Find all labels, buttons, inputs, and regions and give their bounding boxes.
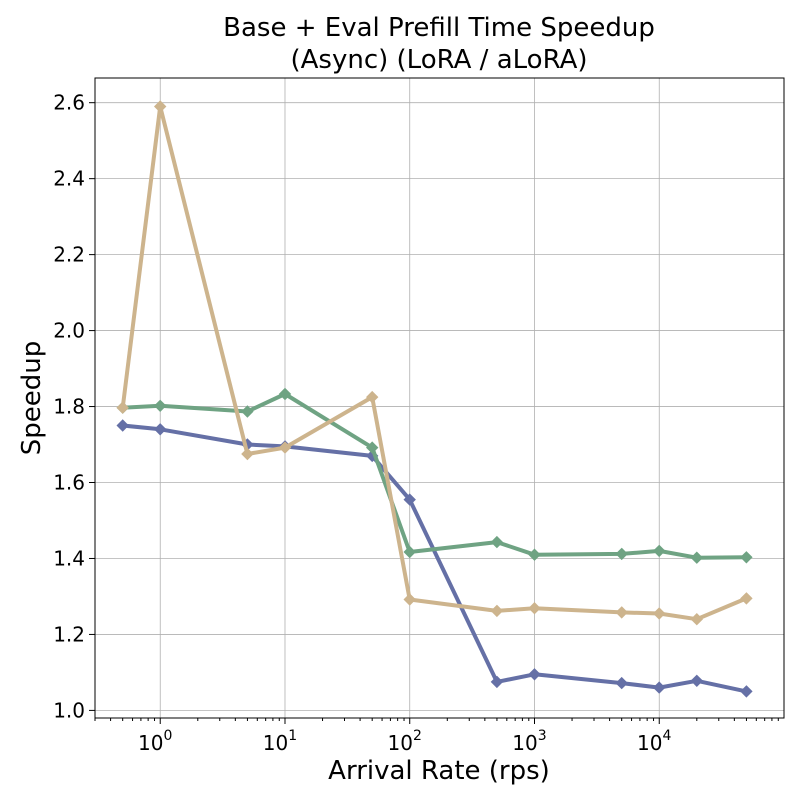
series-1-point — [615, 547, 628, 561]
series-1-line — [122, 392, 747, 560]
y-axis-label: Speedup — [17, 341, 47, 456]
x-tick-label: 101 — [263, 728, 297, 755]
series-1-point — [241, 405, 254, 418]
series-2-point — [652, 607, 666, 620]
series-2-point — [528, 601, 541, 615]
chart-title-line-2: (Async) (LoRA / aLoRA) — [290, 45, 587, 75]
series-0-line — [122, 423, 747, 694]
x-tick-label: 100 — [138, 728, 172, 755]
x-tick-label: 102 — [388, 728, 422, 755]
series-0-point — [652, 681, 666, 694]
series-2-point — [403, 593, 416, 606]
series-2-point — [153, 100, 167, 113]
series-0-point — [615, 676, 628, 690]
series-0-point — [490, 675, 504, 689]
series-2-point — [365, 390, 379, 404]
x-tick-label: 104 — [637, 728, 671, 755]
series-0-point — [153, 423, 167, 436]
series-0-point — [690, 674, 704, 688]
series-1-point — [403, 545, 416, 559]
series-lines — [116, 100, 753, 698]
series-1-point — [153, 399, 167, 413]
series-2-point — [740, 592, 753, 605]
series-0-point — [528, 668, 541, 681]
y-tick-label: 1.2 — [53, 622, 85, 646]
series-0-point — [116, 419, 129, 432]
y-tick-label: 2.6 — [53, 91, 85, 115]
y-tick-label: 2.4 — [53, 167, 85, 191]
series-2-point — [278, 441, 292, 454]
series-1-point — [365, 441, 379, 454]
chart-title-line-1: Base + Eval Prefill Time Speedup — [223, 13, 655, 43]
series-2-line — [120, 104, 748, 622]
y-tick-label: 1.0 — [53, 698, 85, 722]
y-tick-label: 2.0 — [53, 319, 85, 343]
grid — [95, 78, 784, 718]
series-2-point — [615, 606, 628, 619]
series-1-point — [690, 551, 704, 564]
series-1-point — [490, 535, 504, 549]
series-1-point — [278, 387, 292, 401]
series-1-point — [528, 548, 541, 561]
series-2-point — [690, 612, 704, 626]
series-0-point — [403, 493, 416, 506]
y-tick-label: 1.6 — [53, 471, 85, 495]
y-tick-label: 1.4 — [53, 546, 85, 570]
y-tick-label: 1.8 — [53, 395, 85, 419]
plot-frame — [94, 77, 785, 719]
series-0-point — [740, 685, 753, 698]
x-axis-label: Arrival Rate (rps) — [328, 756, 550, 786]
series-2-point — [116, 401, 129, 414]
series-1-point — [652, 544, 666, 558]
y-tick-label: 2.2 — [53, 243, 85, 267]
axis-ticks: 1.0 1.2 1.4 1.6 1.8 2.0 2.2 2.4 2.6 100 101 102 103 1… — [53, 91, 779, 755]
series-2-point — [490, 604, 504, 618]
x-tick-label: 103 — [512, 728, 546, 755]
series-1-point — [740, 551, 753, 564]
series-2-point — [241, 447, 254, 461]
